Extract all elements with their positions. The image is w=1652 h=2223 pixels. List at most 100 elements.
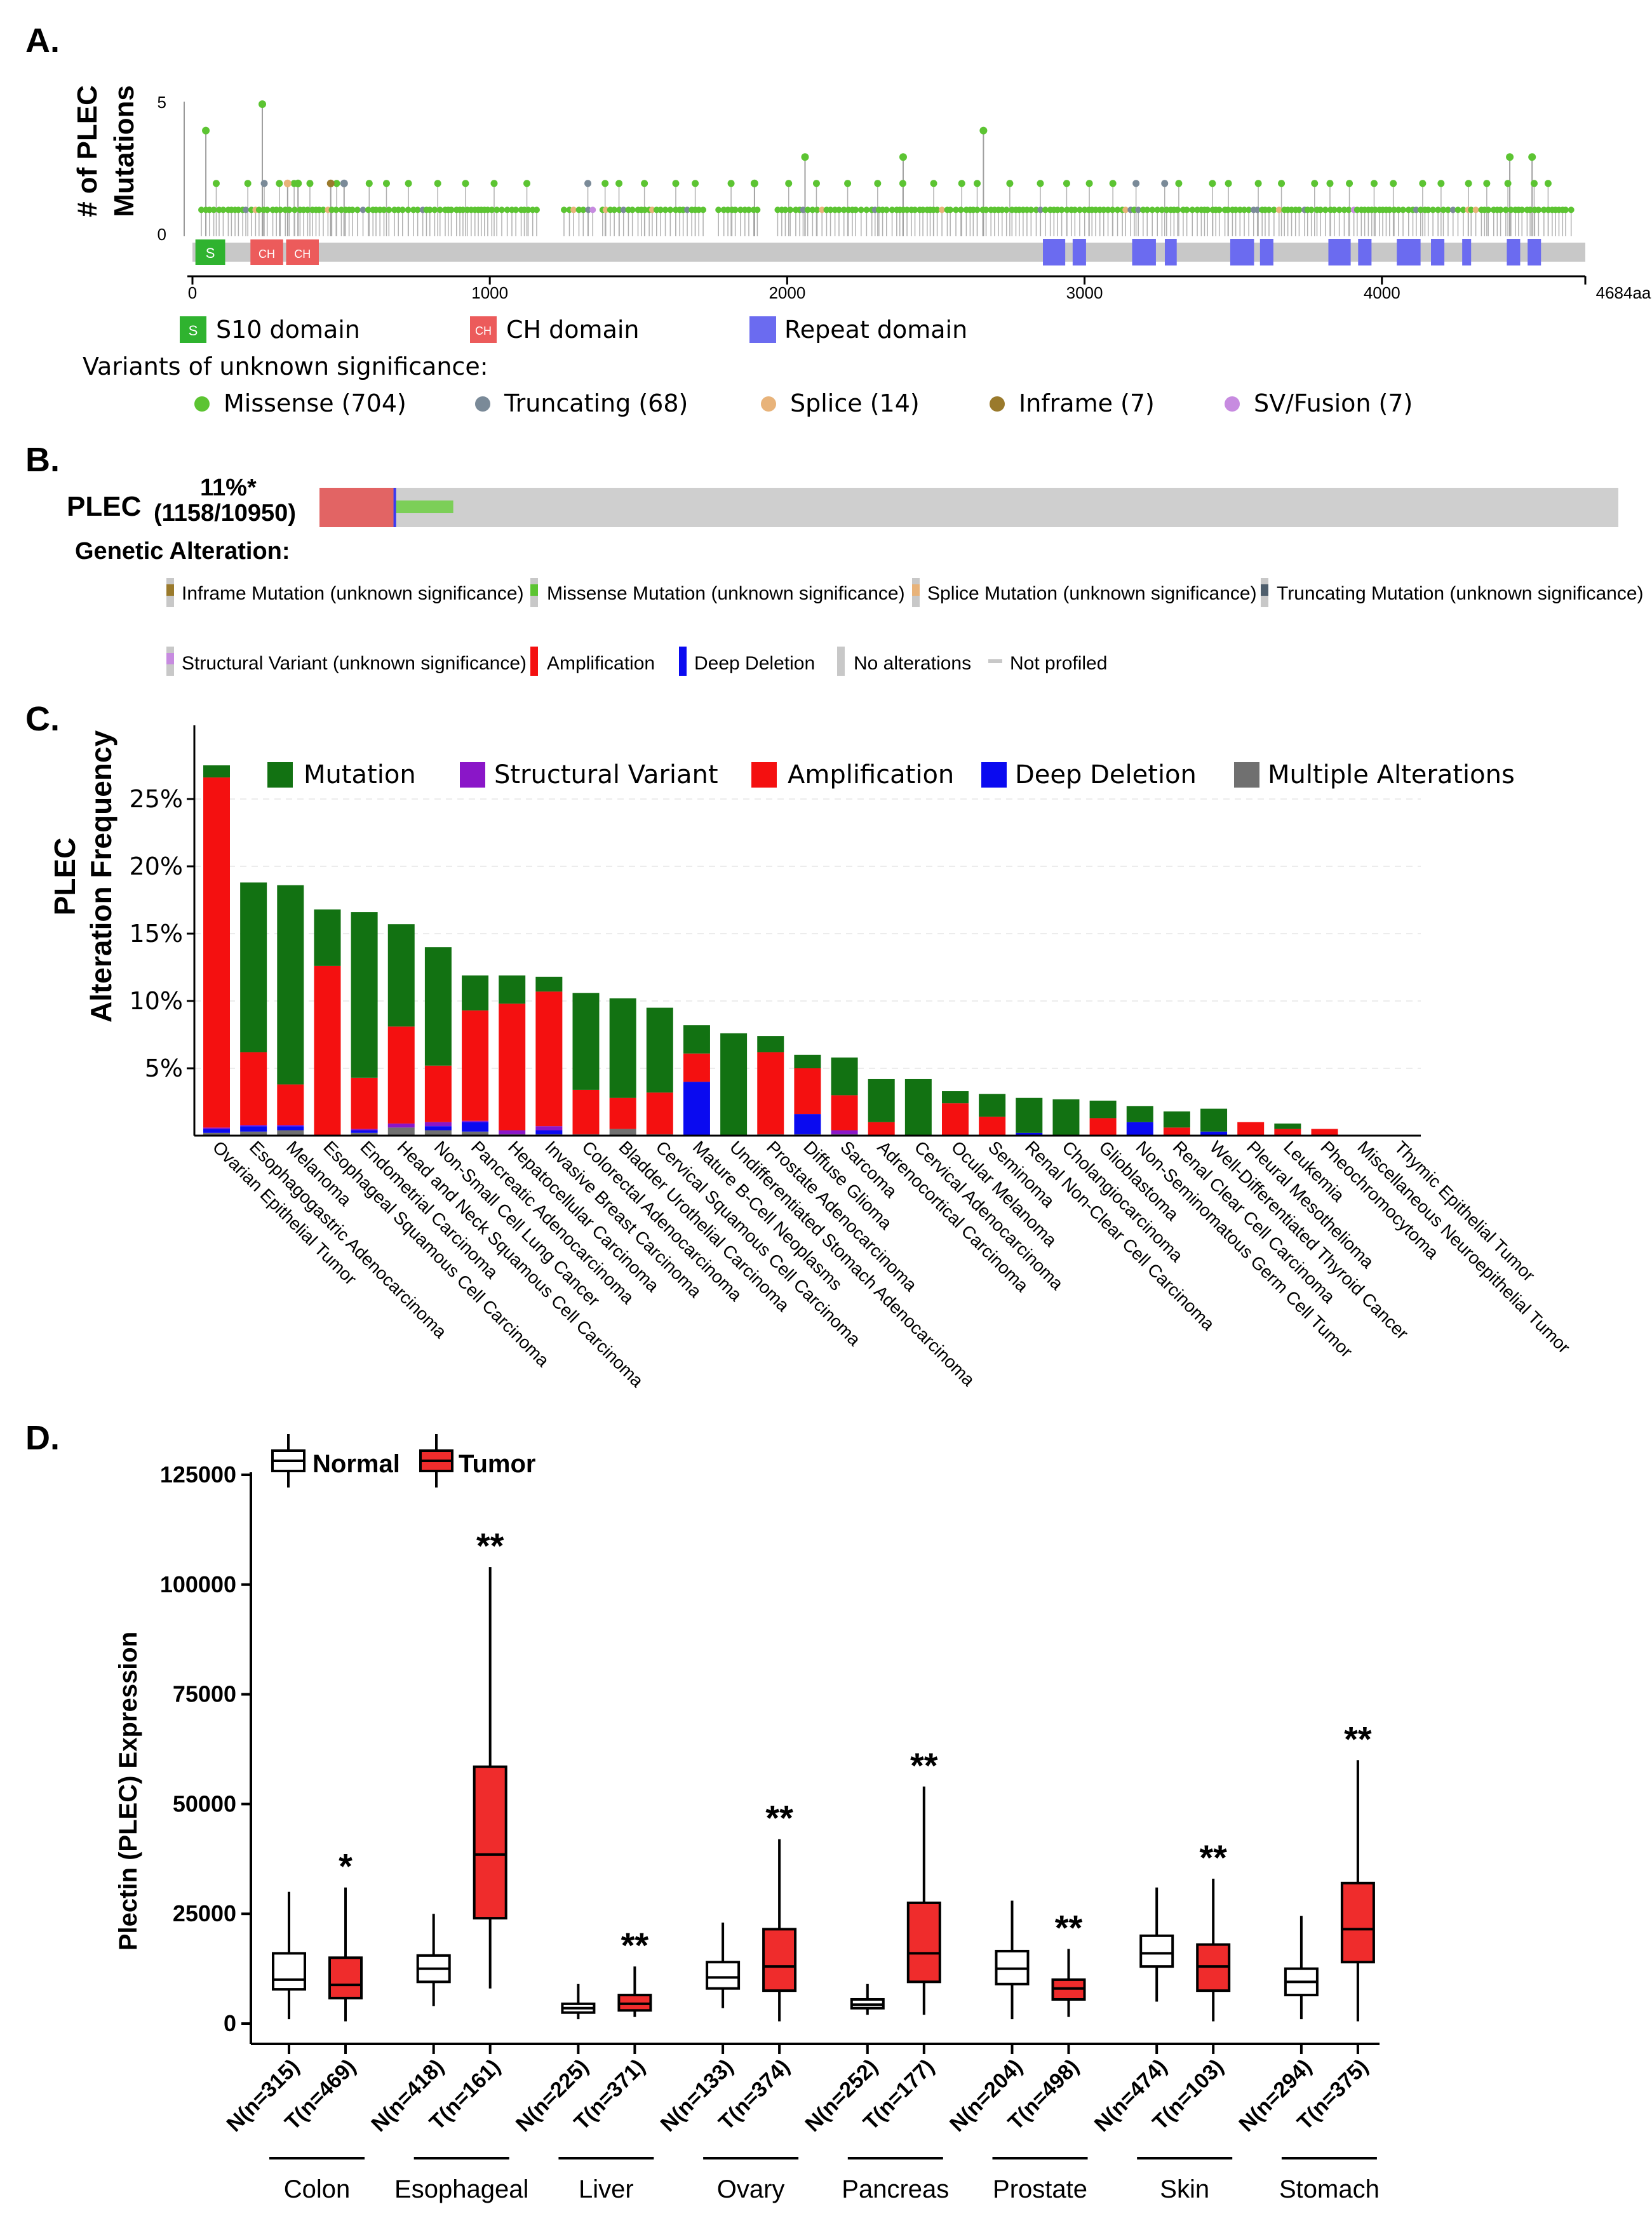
bar-structural-variant-8 — [499, 1130, 526, 1134]
mutation-head — [1135, 206, 1142, 213]
mutation-head-featured-8 — [899, 153, 907, 161]
domain-repeat-12 — [1431, 239, 1445, 265]
mutation-head — [974, 180, 981, 187]
mutation-head — [1189, 206, 1196, 213]
mutation-head-featured-6 — [750, 179, 758, 187]
bar-mutation-0 — [203, 765, 230, 778]
mutation-head — [814, 206, 821, 213]
mutation-head — [1204, 206, 1211, 213]
mutation-head — [754, 206, 761, 213]
mutation-head — [349, 206, 356, 213]
mutation-head — [1472, 206, 1479, 213]
bar-mutation-13 — [683, 1025, 710, 1054]
mutation-head — [785, 180, 793, 187]
bar-y-ticks: 5% 10% 15% 20% 25% — [130, 785, 194, 1082]
mutation-head — [198, 206, 205, 213]
mutation-head — [1454, 206, 1461, 213]
mutation-head — [1076, 206, 1083, 213]
bar-amplification-5 — [387, 1026, 415, 1124]
splice-legend-label: Splice (14) — [790, 389, 920, 417]
domain-repeat-10 — [1358, 239, 1372, 265]
bar-amplification-6 — [424, 1065, 452, 1122]
mutation-head-featured-9 — [979, 126, 988, 135]
domain-s10-0 — [195, 239, 225, 265]
mutation-head — [835, 206, 842, 213]
mutation-head — [405, 206, 412, 213]
mutation-head — [998, 206, 1005, 213]
mutation-head — [1246, 206, 1252, 213]
mutation-head — [306, 180, 314, 187]
mutation-head — [580, 206, 587, 213]
mutation-head — [1109, 206, 1116, 213]
mutation-head — [1370, 180, 1378, 187]
mutation-head — [333, 180, 340, 187]
sv-legend-text: Structural Variant (unknown significance… — [182, 653, 527, 674]
no-alterations-legend-text: No alterations — [854, 653, 971, 674]
mutation-head — [1122, 206, 1129, 213]
bar-mutation-4 — [351, 912, 378, 1078]
bar-structural-variant-7 — [462, 1120, 489, 1122]
bar-mutation-3 — [314, 909, 341, 966]
mutation-head — [319, 206, 326, 213]
mutation-head — [852, 206, 859, 213]
mutation-head-featured-4 — [326, 179, 335, 187]
mutation-head — [974, 206, 981, 213]
deep-deletion-legend-text-c: Deep Deletion — [1015, 760, 1197, 789]
bar-x-labels: Ovarian Epithelial TumorEsophagogastric … — [209, 1137, 1574, 1391]
s10-domain-swatch — [180, 316, 206, 343]
s10-domain-badge: S — [189, 323, 198, 339]
lollipop-ytick-5: 5 — [158, 93, 166, 112]
no-alterations-legend-swatch — [837, 647, 845, 676]
mutation-head — [827, 206, 834, 213]
not-profiled-legend-swatch — [988, 659, 1002, 663]
bar-amplification-3 — [314, 965, 341, 1136]
domain-repeat-8 — [1259, 239, 1273, 265]
mutation-head — [958, 180, 965, 187]
mutation-head — [1535, 206, 1542, 213]
bar-deep-deletion-27 — [1200, 1131, 1228, 1136]
mutation-head-featured-1 — [259, 100, 267, 108]
mutation-head — [662, 206, 669, 213]
sv-legend-dot — [1225, 396, 1240, 412]
bar-deep-deletion-4 — [351, 1130, 378, 1133]
mutation-head — [382, 180, 390, 187]
normal-legend-text: Normal — [312, 1450, 400, 1478]
bar-mutation-9 — [535, 976, 563, 992]
tissue-label-7: Stomach — [1279, 2175, 1380, 2203]
tissue-label-4: Pancreas — [842, 2175, 949, 2203]
tumor-legend-text: Tumor — [459, 1450, 535, 1478]
inframe-legend-dot — [990, 396, 1005, 412]
bar-ylabel-line1: PLEC — [48, 838, 81, 916]
tumor-legend-icon — [419, 1434, 453, 1488]
sv-legend-swatch — [166, 653, 174, 664]
panel-d: D. Plectin (PLEC) Expression 0 25000 50000… — [25, 1419, 1380, 2203]
box-tumor-body-0 — [328, 1956, 363, 1999]
bar-amplification-24 — [1089, 1118, 1117, 1136]
bar-deep-deletion-25 — [1126, 1122, 1153, 1136]
mutation-head — [672, 180, 680, 187]
bar-mutation-14 — [720, 1033, 748, 1136]
bar-amplification-0 — [203, 777, 230, 1128]
mutation-head — [1071, 206, 1078, 213]
deep-deletion-legend-swatch-c — [981, 762, 1007, 788]
mutation-head — [504, 206, 511, 213]
mutation-head — [1042, 206, 1049, 213]
bar-deep-deletion-2 — [277, 1126, 304, 1131]
box-normal-body-0 — [272, 1952, 306, 1991]
mutation-head — [641, 180, 648, 187]
mutation-head — [1063, 180, 1070, 187]
bar-amplification-11 — [609, 1098, 636, 1129]
mutation-head — [715, 206, 722, 213]
bar-mutation-26 — [1163, 1111, 1190, 1128]
bar-structural-variant-0 — [203, 1127, 230, 1129]
domain-ch-badge-1: CH — [259, 248, 275, 260]
mutation-head — [1209, 180, 1216, 187]
mutation-head — [1460, 206, 1467, 213]
mutation-head — [585, 206, 592, 213]
s10-domain-label: S10 domain — [216, 316, 360, 344]
protein-axis-label-5: 4684aa — [1596, 283, 1651, 302]
missense-legend-swatch — [530, 584, 538, 596]
bar-mutation-15 — [757, 1036, 784, 1052]
mutation-head — [629, 206, 636, 213]
mutation-head — [883, 206, 890, 213]
